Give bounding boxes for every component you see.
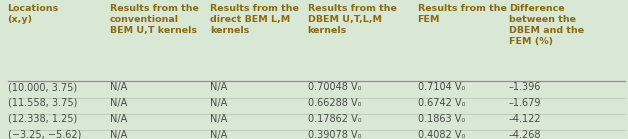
Text: Results from the
direct BEM L,M
kernels: Results from the direct BEM L,M kernels bbox=[210, 4, 300, 35]
Text: (11.558, 3.75): (11.558, 3.75) bbox=[8, 98, 77, 108]
Text: N/A: N/A bbox=[210, 82, 227, 92]
Text: N/A: N/A bbox=[110, 130, 127, 139]
Text: –4.268: –4.268 bbox=[509, 130, 541, 139]
Text: 0.1863 V₀: 0.1863 V₀ bbox=[418, 114, 465, 124]
Text: 0.7104 V₀: 0.7104 V₀ bbox=[418, 82, 465, 92]
Text: 0.4082 V₀: 0.4082 V₀ bbox=[418, 130, 465, 139]
Text: N/A: N/A bbox=[110, 82, 127, 92]
Text: Results from the
DBEM U,T,L,M
kernels: Results from the DBEM U,T,L,M kernels bbox=[308, 4, 397, 35]
Text: Difference
between the
DBEM and the
FEM (%): Difference between the DBEM and the FEM … bbox=[509, 4, 584, 46]
Text: (10.000, 3.75): (10.000, 3.75) bbox=[8, 82, 77, 92]
Text: N/A: N/A bbox=[210, 98, 227, 108]
Text: Locations
(x,y): Locations (x,y) bbox=[8, 4, 59, 24]
Text: N/A: N/A bbox=[210, 130, 227, 139]
Text: –1.679: –1.679 bbox=[509, 98, 541, 108]
Text: 0.66288 V₀: 0.66288 V₀ bbox=[308, 98, 361, 108]
Text: (−3.25, −5.62): (−3.25, −5.62) bbox=[8, 130, 81, 139]
Text: Results from the
conventional
BEM U,T kernels: Results from the conventional BEM U,T ke… bbox=[110, 4, 199, 35]
Text: (12.338, 1.25): (12.338, 1.25) bbox=[8, 114, 77, 124]
Text: 0.39078 V₀: 0.39078 V₀ bbox=[308, 130, 361, 139]
Text: N/A: N/A bbox=[110, 114, 127, 124]
Text: N/A: N/A bbox=[210, 114, 227, 124]
Text: 0.6742 V₀: 0.6742 V₀ bbox=[418, 98, 465, 108]
Text: N/A: N/A bbox=[110, 98, 127, 108]
Text: 0.17862 V₀: 0.17862 V₀ bbox=[308, 114, 361, 124]
Text: –1.396: –1.396 bbox=[509, 82, 541, 92]
Text: –4.122: –4.122 bbox=[509, 114, 541, 124]
Text: Results from the
FEM: Results from the FEM bbox=[418, 4, 507, 24]
Text: 0.70048 V₀: 0.70048 V₀ bbox=[308, 82, 361, 92]
